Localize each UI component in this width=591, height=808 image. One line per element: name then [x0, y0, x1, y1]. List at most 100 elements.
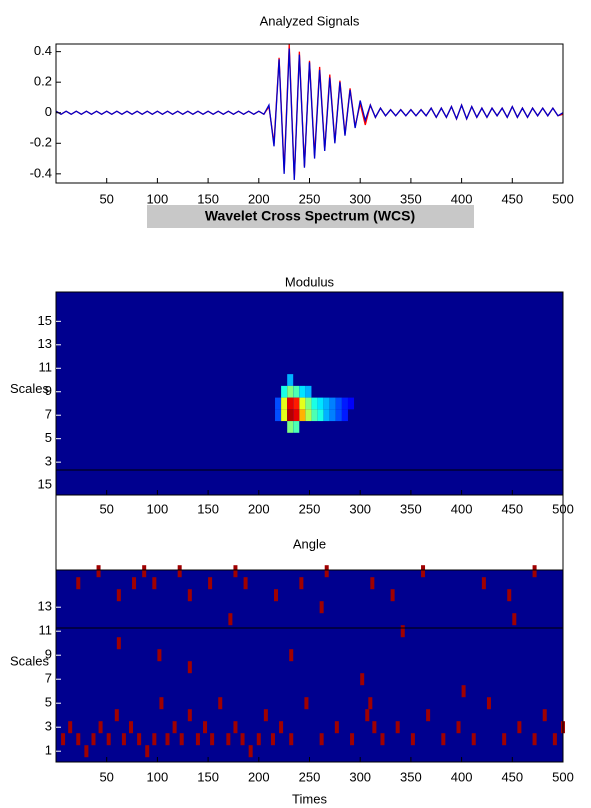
heat-cell [323, 397, 330, 410]
phase-cell [96, 565, 101, 578]
x-tick-label: 100 [147, 191, 169, 206]
x-tick-label: 450 [501, 191, 523, 206]
x-tick-label: 300 [349, 769, 371, 784]
phase-cell [324, 565, 329, 578]
phase-cell [233, 565, 238, 578]
heat-cell [335, 397, 342, 410]
heat-cell [275, 409, 282, 422]
plot-area [56, 570, 563, 762]
signal-line [55, 48, 564, 180]
phase-cell [76, 733, 81, 746]
heat-cell [293, 409, 300, 422]
phase-cell [270, 733, 275, 746]
phase-cell [502, 733, 507, 746]
heat-cell [323, 409, 330, 422]
x-tick-label: 150 [197, 501, 219, 516]
y-tick-label: 1 [45, 743, 52, 758]
y-tick-label: 3 [45, 454, 52, 469]
phase-cell [68, 721, 73, 734]
y-tick-label: 3 [45, 719, 52, 734]
phase-cell [91, 733, 96, 746]
phase-cell [289, 649, 294, 662]
x-tick-label: 300 [349, 191, 371, 206]
y-tick-label: 11 [39, 623, 53, 638]
heat-cell [281, 409, 288, 422]
phase-cell [165, 733, 170, 746]
heat-cell [281, 397, 288, 410]
phase-cell [248, 745, 253, 758]
x-tick-label: 500 [552, 769, 574, 784]
y-tick-label: -0.2 [30, 135, 52, 150]
phase-cell [542, 709, 547, 722]
phase-cell [98, 721, 103, 734]
y-axis-label: Scales [10, 653, 50, 668]
heat-cell [317, 409, 324, 422]
heat-cell [287, 409, 294, 422]
y-tick-label: 7 [45, 407, 52, 422]
phase-cell [228, 613, 233, 626]
x-tick-label: 250 [299, 501, 321, 516]
phase-cell [61, 733, 66, 746]
phase-cell [187, 661, 192, 674]
phase-cell [461, 685, 466, 698]
heat-cell [287, 421, 294, 433]
phase-cell [532, 565, 537, 578]
heat-cell [305, 409, 312, 422]
phase-cell [203, 721, 208, 734]
phase-cell [334, 721, 339, 734]
phase-cell [256, 733, 261, 746]
phase-cell [84, 745, 89, 758]
x-tick-label: 150 [197, 191, 219, 206]
phase-cell [304, 697, 309, 710]
y-tick-label: -0.4 [30, 165, 52, 180]
y-tick-label: 9 [45, 383, 52, 398]
y-tick-label: 9 [45, 647, 52, 662]
phase-cell [360, 673, 365, 686]
phase-cell [299, 577, 304, 590]
phase-cell [481, 577, 486, 590]
phase-cell [456, 721, 461, 734]
phase-cell [226, 733, 231, 746]
heat-cell [317, 397, 324, 410]
x-tick-label: 350 [400, 191, 422, 206]
y-tick-label: 13 [38, 336, 52, 351]
heat-cell [305, 397, 312, 410]
phase-cell [552, 733, 557, 746]
chart-title: Modulus [285, 274, 335, 289]
y-tick-label: 7 [45, 671, 52, 686]
x-tick-label: 350 [400, 501, 422, 516]
phase-cell [116, 589, 121, 602]
banner-box [147, 205, 474, 228]
phase-cell [172, 721, 177, 734]
heat-cell [305, 385, 312, 398]
phase-cell [274, 589, 279, 602]
x-tick-label: 150 [197, 769, 219, 784]
phase-cell [159, 697, 164, 710]
heat-cell [287, 397, 294, 410]
y-tick-label: 0.2 [34, 74, 52, 89]
phase-cell [517, 721, 522, 734]
phase-cell [395, 721, 400, 734]
heat-cell [293, 421, 300, 433]
y-tick-label: 15 [38, 313, 52, 328]
x-axis-label: Times [292, 791, 327, 806]
phase-cell [319, 733, 324, 746]
phase-cell [233, 721, 238, 734]
phase-cell [365, 709, 370, 722]
overlay-label: 15 [38, 476, 52, 491]
phase-cell [441, 733, 446, 746]
y-tick-label: 0 [45, 104, 52, 119]
phase-cell [145, 745, 150, 758]
heat-cell [293, 385, 300, 398]
phase-cell [114, 709, 119, 722]
phase-cell [512, 613, 517, 626]
heat-cell [275, 397, 282, 410]
phase-cell [187, 589, 192, 602]
x-tick-label: 300 [349, 501, 371, 516]
heat-cell [341, 397, 348, 410]
x-tick-label: 200 [248, 191, 270, 206]
phase-cell [532, 733, 537, 746]
chart-title: Angle [293, 536, 326, 551]
phase-cell [129, 721, 134, 734]
